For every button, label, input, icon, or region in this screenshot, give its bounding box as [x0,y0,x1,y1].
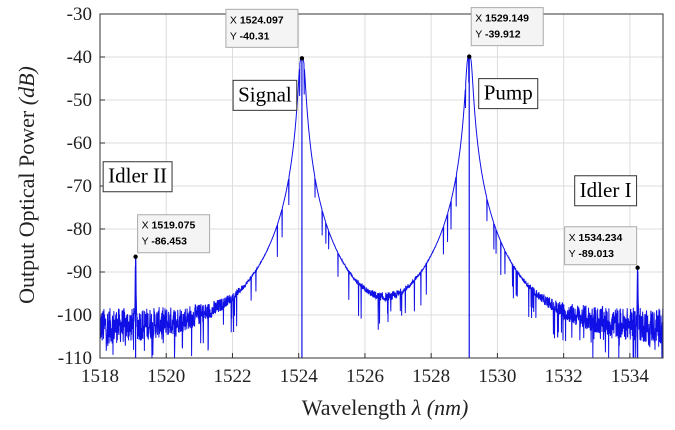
x-tick-label: 1532 [545,366,583,387]
peak-label: Idler I [574,175,638,207]
y-tick-label: -30 [67,4,92,25]
spectrum-trace [99,55,664,359]
y-tick-labels: -30 -40 -50 -60 -70 -80 -90 -100 -110 [57,4,92,369]
x-tick-label: 1522 [213,366,251,387]
peak-label-text: Idler II [108,164,167,188]
y-tick-label: -70 [67,176,92,197]
data-tip: X 1519.075 Y -86.453 [137,214,211,254]
x-tick-label: 1520 [147,366,185,387]
data-tip: X 1529.149 Y -39.912 [470,7,544,47]
peak-marker [133,254,138,259]
x-tick-label: 1524 [280,366,319,387]
x-tick-label: 1526 [346,366,384,387]
data-tip-y: Y -86.453 [142,236,188,248]
x-tick-label: 1528 [412,366,450,387]
plot-frame [99,13,664,359]
spectrum-line [99,55,664,359]
y-tick-label: -90 [67,262,92,283]
x-tick-label: 1518 [81,366,119,387]
peak-label-text: Signal [238,82,292,106]
data-tip-x: X 1534.234 [569,232,623,244]
y-tick-label: -50 [67,90,92,111]
peak-marker [299,56,305,61]
y-tick-label: -100 [57,305,92,326]
data-tip-y: Y -89.013 [569,248,615,260]
peak-label: Idler II [102,161,173,193]
data-tip-x: X 1529.149 [475,13,529,25]
y-tick-label: -60 [67,133,92,154]
x-tick-label: 1534 [611,366,650,387]
peak-marker [467,54,472,59]
data-tip: X 1524.097 Y -40.31 [225,8,299,48]
x-tick-labels: 1518 1520 1522 1524 1526 1528 1530 1532 1534 [81,366,649,387]
data-tip: X 1534.234 Y -89.013 [564,226,638,266]
y-tick-label: -80 [67,219,92,240]
x-axis-title: Wavelength λ (nm) [302,395,469,420]
peak-marker [635,265,640,270]
y-tick-label: -110 [58,348,92,369]
peak-label-text: Pump [484,81,533,105]
data-tip-y: Y -39.912 [475,29,521,41]
data-tip-x: X 1519.075 [142,220,196,232]
peak-label: Signal [232,79,298,111]
peak-annotations: X 1519.075 Y -86.453 Idler II X 1524.097 Y -… [102,7,640,270]
data-tip-x: X 1524.097 [230,14,284,26]
data-tip-y: Y -40.31 [230,30,270,42]
x-tick-label: 1530 [478,366,516,387]
peak-label: Pump [478,78,539,110]
y-axis-title: Output Optical Power (dB) [14,66,39,304]
peak-label-text: Idler I [580,178,632,202]
y-tick-label: -40 [67,47,92,68]
